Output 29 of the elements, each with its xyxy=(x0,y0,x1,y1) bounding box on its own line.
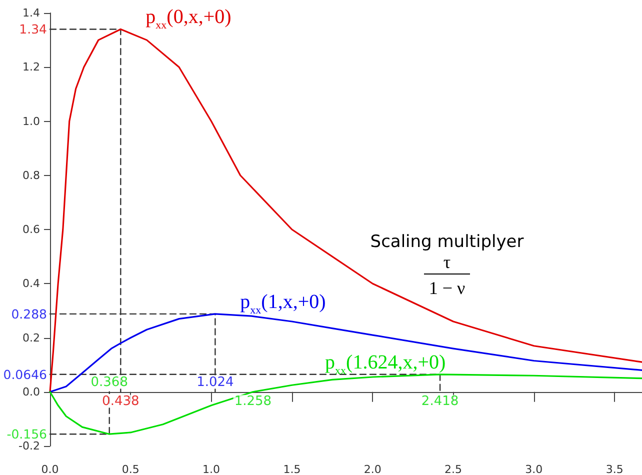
annotation: τ xyxy=(443,252,451,272)
annotation: 0.438 xyxy=(102,394,140,409)
x-tick-label: 3.5 xyxy=(606,463,624,475)
x-tick-label: 0.0 xyxy=(41,463,59,475)
annotation: 0.0646 xyxy=(3,366,48,382)
annotation: -0.156 xyxy=(6,426,48,442)
x-tick-label: 1.0 xyxy=(202,463,220,475)
x-tick-label: 1.5 xyxy=(283,463,301,475)
annotation: 1.024 xyxy=(196,374,234,390)
y-tick-label: 0.2 xyxy=(22,331,40,344)
x-tick-label: 3.0 xyxy=(525,463,543,475)
x-tick-label: 2.5 xyxy=(444,463,462,475)
x-tick-label: 2.0 xyxy=(364,463,382,475)
x-tick-label: 0.5 xyxy=(122,463,140,475)
y-tick-label: 0.6 xyxy=(22,223,40,236)
annotation: 0.368 xyxy=(90,374,128,390)
annotation: 2.418 xyxy=(421,394,459,409)
annotation: 1.258 xyxy=(234,394,272,409)
annotation: 1.34 xyxy=(19,22,48,37)
y-tick-label: 1.4 xyxy=(22,6,40,20)
y-tick-label: 0.0 xyxy=(22,385,40,398)
y-tick-label: 0.4 xyxy=(22,277,40,290)
y-tick-label: -0.2 xyxy=(18,440,40,452)
annotation: 1 − ν xyxy=(428,278,466,298)
y-tick-label: 1.0 xyxy=(22,114,40,128)
annotation: Scaling multiplyer xyxy=(370,232,524,252)
annotation: 0.288 xyxy=(11,306,48,322)
y-tick-label: 1.2 xyxy=(22,60,40,74)
y-tick-label: 0.8 xyxy=(22,168,40,182)
